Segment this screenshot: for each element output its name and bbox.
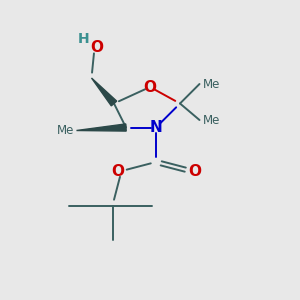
Polygon shape: [92, 78, 117, 106]
Text: O: O: [90, 40, 104, 56]
Text: Me: Me: [57, 124, 74, 137]
Text: O: O: [111, 164, 124, 178]
Text: O: O: [188, 164, 202, 178]
Text: N: N: [150, 120, 162, 135]
Text: Me: Me: [202, 113, 220, 127]
Text: H: H: [78, 32, 90, 46]
Text: O: O: [143, 80, 157, 94]
Text: Me: Me: [202, 77, 220, 91]
Polygon shape: [76, 124, 126, 131]
